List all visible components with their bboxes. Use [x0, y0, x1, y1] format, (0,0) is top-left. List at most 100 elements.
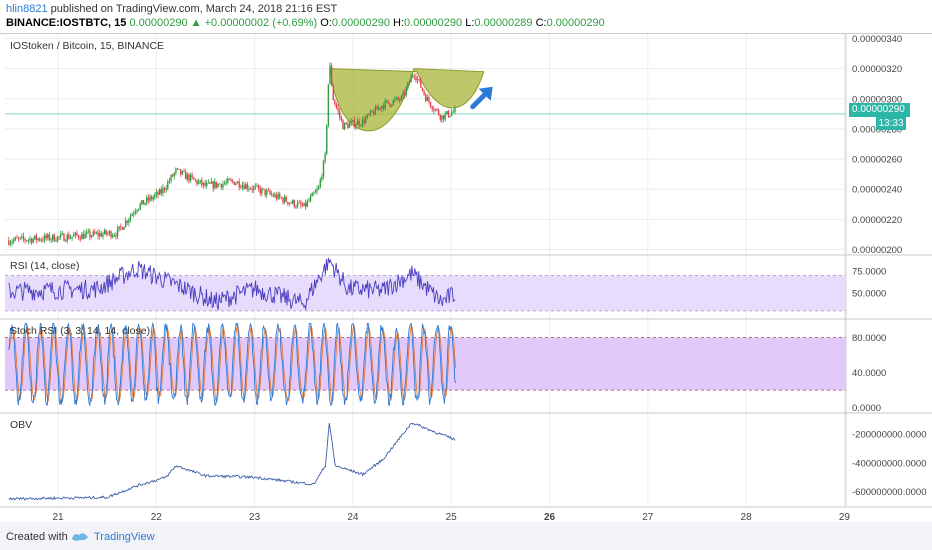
obv-axis-tick: -600000000.0000	[852, 487, 927, 498]
candle-body	[280, 197, 283, 199]
candle-body	[426, 97, 429, 101]
up-triangle-icon: ▲	[190, 17, 202, 29]
candle-body	[420, 79, 422, 88]
breakout-arrow-icon	[478, 86, 493, 101]
main-pane-title: IOStoken / Bitcoin, 15, BINANCE	[10, 40, 164, 52]
candle-body	[124, 220, 127, 227]
candle-body	[235, 183, 237, 185]
candle-body	[118, 226, 120, 229]
candle-body	[355, 124, 357, 128]
time-axis-tick: 29	[839, 512, 851, 522]
candle-countdown-tag: 13:33	[876, 117, 906, 130]
candle-body	[446, 111, 448, 114]
candle-body	[180, 169, 182, 175]
footer-bar: Created with TradingView	[0, 522, 932, 550]
candle-body	[231, 180, 234, 182]
candle-body	[390, 105, 393, 106]
candle-body	[158, 189, 161, 195]
candle-body	[48, 234, 51, 241]
last-price: 0.00000290	[129, 17, 188, 29]
candle-body	[340, 117, 343, 120]
candle-body	[30, 238, 33, 243]
candle-body	[141, 200, 143, 204]
candle-body	[376, 106, 378, 110]
time-axis-tick: 21	[52, 512, 64, 522]
obv-axis-tick: -200000000.0000	[852, 430, 927, 441]
candle-body	[167, 181, 169, 189]
candle-body	[37, 238, 39, 241]
rsi-band	[5, 275, 846, 311]
candle-body	[364, 117, 367, 124]
candle-body	[8, 240, 10, 245]
candle-body	[366, 114, 369, 118]
time-axis-tick: 24	[347, 512, 359, 522]
candle-body	[334, 100, 336, 105]
candle-body	[356, 120, 359, 125]
candle-body	[324, 153, 326, 162]
low-label: L:	[465, 17, 475, 29]
candle-body	[259, 188, 261, 194]
candle-body	[389, 103, 391, 106]
price-axis-tick: 0.00000300	[852, 94, 902, 105]
candle-body	[150, 196, 153, 200]
created-with-text: Created with	[6, 531, 68, 543]
candle-body	[102, 234, 104, 237]
candle-body	[181, 171, 184, 175]
candle-body	[415, 76, 417, 81]
stoch-k-line	[8, 321, 456, 407]
candle-body	[337, 107, 339, 112]
stoch-axis-tick: 40.0000	[852, 368, 886, 379]
candle-body	[254, 186, 257, 188]
breakout-arrow-shaft	[470, 90, 490, 110]
candle-body	[274, 194, 276, 197]
candle-body	[279, 193, 281, 198]
candle-body	[157, 191, 159, 195]
candle-body	[215, 181, 218, 188]
candle-body	[16, 237, 18, 239]
candle-body	[353, 119, 356, 128]
price-axis-tick: 0.00000260	[852, 155, 902, 166]
candle-body	[113, 235, 115, 237]
candle-body	[233, 181, 236, 185]
candle-body	[13, 239, 15, 242]
candle-body	[399, 99, 401, 101]
candle-body	[309, 196, 312, 201]
candle-body	[236, 181, 239, 184]
candle-body	[147, 197, 150, 201]
candle-body	[381, 105, 383, 109]
close-value: 0.00000290	[546, 17, 605, 29]
candle-body	[66, 234, 68, 241]
author-name[interactable]: hlin8821	[6, 3, 48, 15]
candle-body	[133, 213, 135, 215]
candle-body	[165, 188, 167, 190]
candle-body	[447, 111, 450, 117]
candle-body	[17, 238, 20, 240]
candle-body	[154, 194, 156, 198]
candle-body	[53, 234, 55, 242]
candle-body	[319, 179, 321, 188]
close-label: C:	[535, 17, 547, 29]
candle-body	[126, 220, 128, 223]
candle-body	[382, 105, 385, 109]
candle-body	[201, 180, 203, 186]
candle-body	[360, 125, 362, 127]
candle-body	[204, 182, 206, 187]
high-label: H:	[393, 17, 405, 29]
candle-body	[42, 239, 44, 241]
candle-body	[22, 236, 25, 239]
candle-body	[92, 231, 94, 236]
candle-body	[103, 230, 106, 235]
candle-body	[421, 87, 424, 91]
tradingview-brand-link[interactable]: TradingView	[94, 531, 155, 543]
candle-body	[186, 174, 188, 180]
candle-body	[47, 234, 49, 239]
candle-body	[322, 161, 325, 177]
candle-body	[308, 200, 310, 202]
candle-body	[131, 214, 133, 216]
price-axis-tick: 0.00000240	[852, 185, 902, 196]
candle-body	[227, 178, 229, 183]
obv-line	[8, 422, 456, 501]
candle-body	[392, 100, 394, 106]
candle-body	[34, 235, 36, 239]
candle-body	[441, 115, 443, 120]
